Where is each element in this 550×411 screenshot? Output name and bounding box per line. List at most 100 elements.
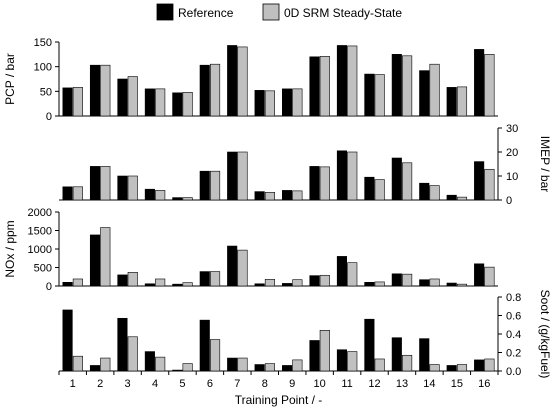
pcp-bar-reference-11 <box>336 45 347 117</box>
imep-bar-reference-6 <box>199 170 210 201</box>
pcp-bar-srm-2 <box>100 64 111 117</box>
imep-bar-reference-4 <box>144 188 155 201</box>
x-tick-label: 15 <box>451 378 463 390</box>
soot-bar-reference-14 <box>419 338 430 372</box>
nox-bar-reference-14 <box>419 279 430 287</box>
imep-bar-reference-3 <box>117 175 128 201</box>
soot-y-tick-label: 0.6 <box>506 311 521 323</box>
soot-bar-srm-1 <box>72 355 83 372</box>
pcp-bar-srm-15 <box>456 86 468 117</box>
x-tick-label: 16 <box>478 378 490 390</box>
x-tick-label: 6 <box>207 378 213 390</box>
legend-swatch-srm <box>262 3 280 21</box>
soot-bar-reference-4 <box>144 351 155 372</box>
imep-bar-srm-11 <box>347 151 358 201</box>
soot-bar-srm-16 <box>484 358 495 372</box>
nox-bar-srm-3 <box>127 272 138 287</box>
pcp-bar-reference-12 <box>364 73 375 117</box>
nox-bar-srm-2 <box>100 227 111 287</box>
imep-bar-srm-9 <box>292 190 303 201</box>
nox-bar-srm-5 <box>182 282 193 287</box>
legend-swatch-reference <box>156 3 174 21</box>
x-tick-label: 13 <box>396 378 408 390</box>
nox-bar-reference-9 <box>282 283 293 287</box>
soot-bar-reference-7 <box>227 357 238 372</box>
soot-bar-reference-5 <box>172 369 183 372</box>
pcp-bar-srm-8 <box>264 90 275 117</box>
imep-bar-reference-5 <box>172 197 183 201</box>
nox-bar-reference-7 <box>227 245 238 287</box>
soot-bar-srm-11 <box>347 351 358 372</box>
imep-bar-reference-16 <box>474 161 485 201</box>
imep-bar-srm-16 <box>484 168 495 201</box>
nox-bar-srm-8 <box>264 279 275 287</box>
pcp-bar-reference-9 <box>282 88 293 117</box>
pcp-y-tick-label: 100 <box>34 62 52 74</box>
x-tick-label: 9 <box>289 378 295 390</box>
nox-bar-reference-2 <box>89 234 101 287</box>
imep-bar-srm-13 <box>402 162 413 201</box>
x-tick-label: 4 <box>152 378 158 390</box>
imep-bar-srm-6 <box>210 170 221 201</box>
x-tick-label: 11 <box>341 378 352 390</box>
x-tick-label: 2 <box>97 378 103 390</box>
soot-y-axis-label: Soot / (g/kgFuel) <box>538 290 550 379</box>
imep-bar-srm-4 <box>155 190 166 201</box>
imep-bar-reference-7 <box>227 151 238 201</box>
imep-bar-srm-2 <box>100 166 111 201</box>
soot-bar-srm-14 <box>429 364 440 372</box>
pcp-y-tick-label: 50 <box>40 86 52 98</box>
nox-bar-srm-10 <box>319 274 330 287</box>
soot-bar-reference-3 <box>117 317 128 372</box>
pcp-bar-srm-4 <box>155 88 166 117</box>
soot-bar-srm-6 <box>210 339 221 372</box>
pcp-y-axis-label: PCP / bar <box>3 53 17 105</box>
legend-label-reference: Reference <box>178 6 234 20</box>
soot-bar-reference-10 <box>309 340 320 372</box>
nox-bar-srm-9 <box>292 279 303 287</box>
nox-bar-srm-7 <box>237 249 248 287</box>
pcp-bar-srm-13 <box>402 55 413 117</box>
x-tick-label: 14 <box>423 378 435 390</box>
pcp-bar-reference-5 <box>172 92 183 117</box>
imep-bar-srm-3 <box>127 175 138 201</box>
nox-bar-srm-16 <box>484 266 495 287</box>
soot-bar-reference-12 <box>364 318 375 372</box>
soot-y-tick-label: 0.8 <box>506 292 521 304</box>
soot-bar-srm-8 <box>264 363 275 372</box>
nox-bar-srm-14 <box>429 278 440 287</box>
nox-bar-srm-1 <box>72 278 83 287</box>
imep-bar-reference-14 <box>419 182 430 201</box>
nox-y-tick-label: 2000 <box>28 207 52 219</box>
imep-y-tick-label: 0 <box>506 195 512 207</box>
pcp-bar-reference-2 <box>89 64 101 117</box>
imep-bar-reference-12 <box>364 176 375 201</box>
soot-y-tick-label: 0.0 <box>506 366 521 378</box>
pcp-bar-reference-6 <box>199 64 210 117</box>
x-tick-label: 5 <box>179 378 185 390</box>
nox-bar-reference-16 <box>474 263 485 287</box>
imep-bar-srm-15 <box>456 196 468 201</box>
imep-y-tick-label: 20 <box>506 147 518 159</box>
nox-bar-srm-11 <box>347 262 358 287</box>
pcp-bar-reference-16 <box>474 49 485 117</box>
pcp-bar-srm-5 <box>182 92 193 117</box>
imep-bar-srm-14 <box>429 185 440 201</box>
soot-bar-reference-16 <box>474 359 485 372</box>
pcp-bar-srm-3 <box>127 76 138 117</box>
nox-bar-reference-11 <box>336 256 347 287</box>
legend-label-srm: 0D SRM Steady-State <box>284 6 402 20</box>
pcp-bar-srm-9 <box>292 88 303 117</box>
soot-bar-reference-13 <box>391 337 402 372</box>
soot-bar-srm-2 <box>100 357 111 372</box>
nox-bar-reference-3 <box>117 274 128 287</box>
nox-bar-reference-6 <box>199 271 210 287</box>
nox-bar-srm-13 <box>402 273 413 287</box>
x-axis-label: Training Point / - <box>235 393 323 407</box>
pcp-bar-reference-7 <box>227 45 238 117</box>
imep-bar-reference-1 <box>62 186 73 201</box>
imep-y-tick-label: 30 <box>506 123 518 135</box>
nox-y-tick-label: 1500 <box>28 226 52 238</box>
soot-bar-reference-11 <box>336 349 347 372</box>
